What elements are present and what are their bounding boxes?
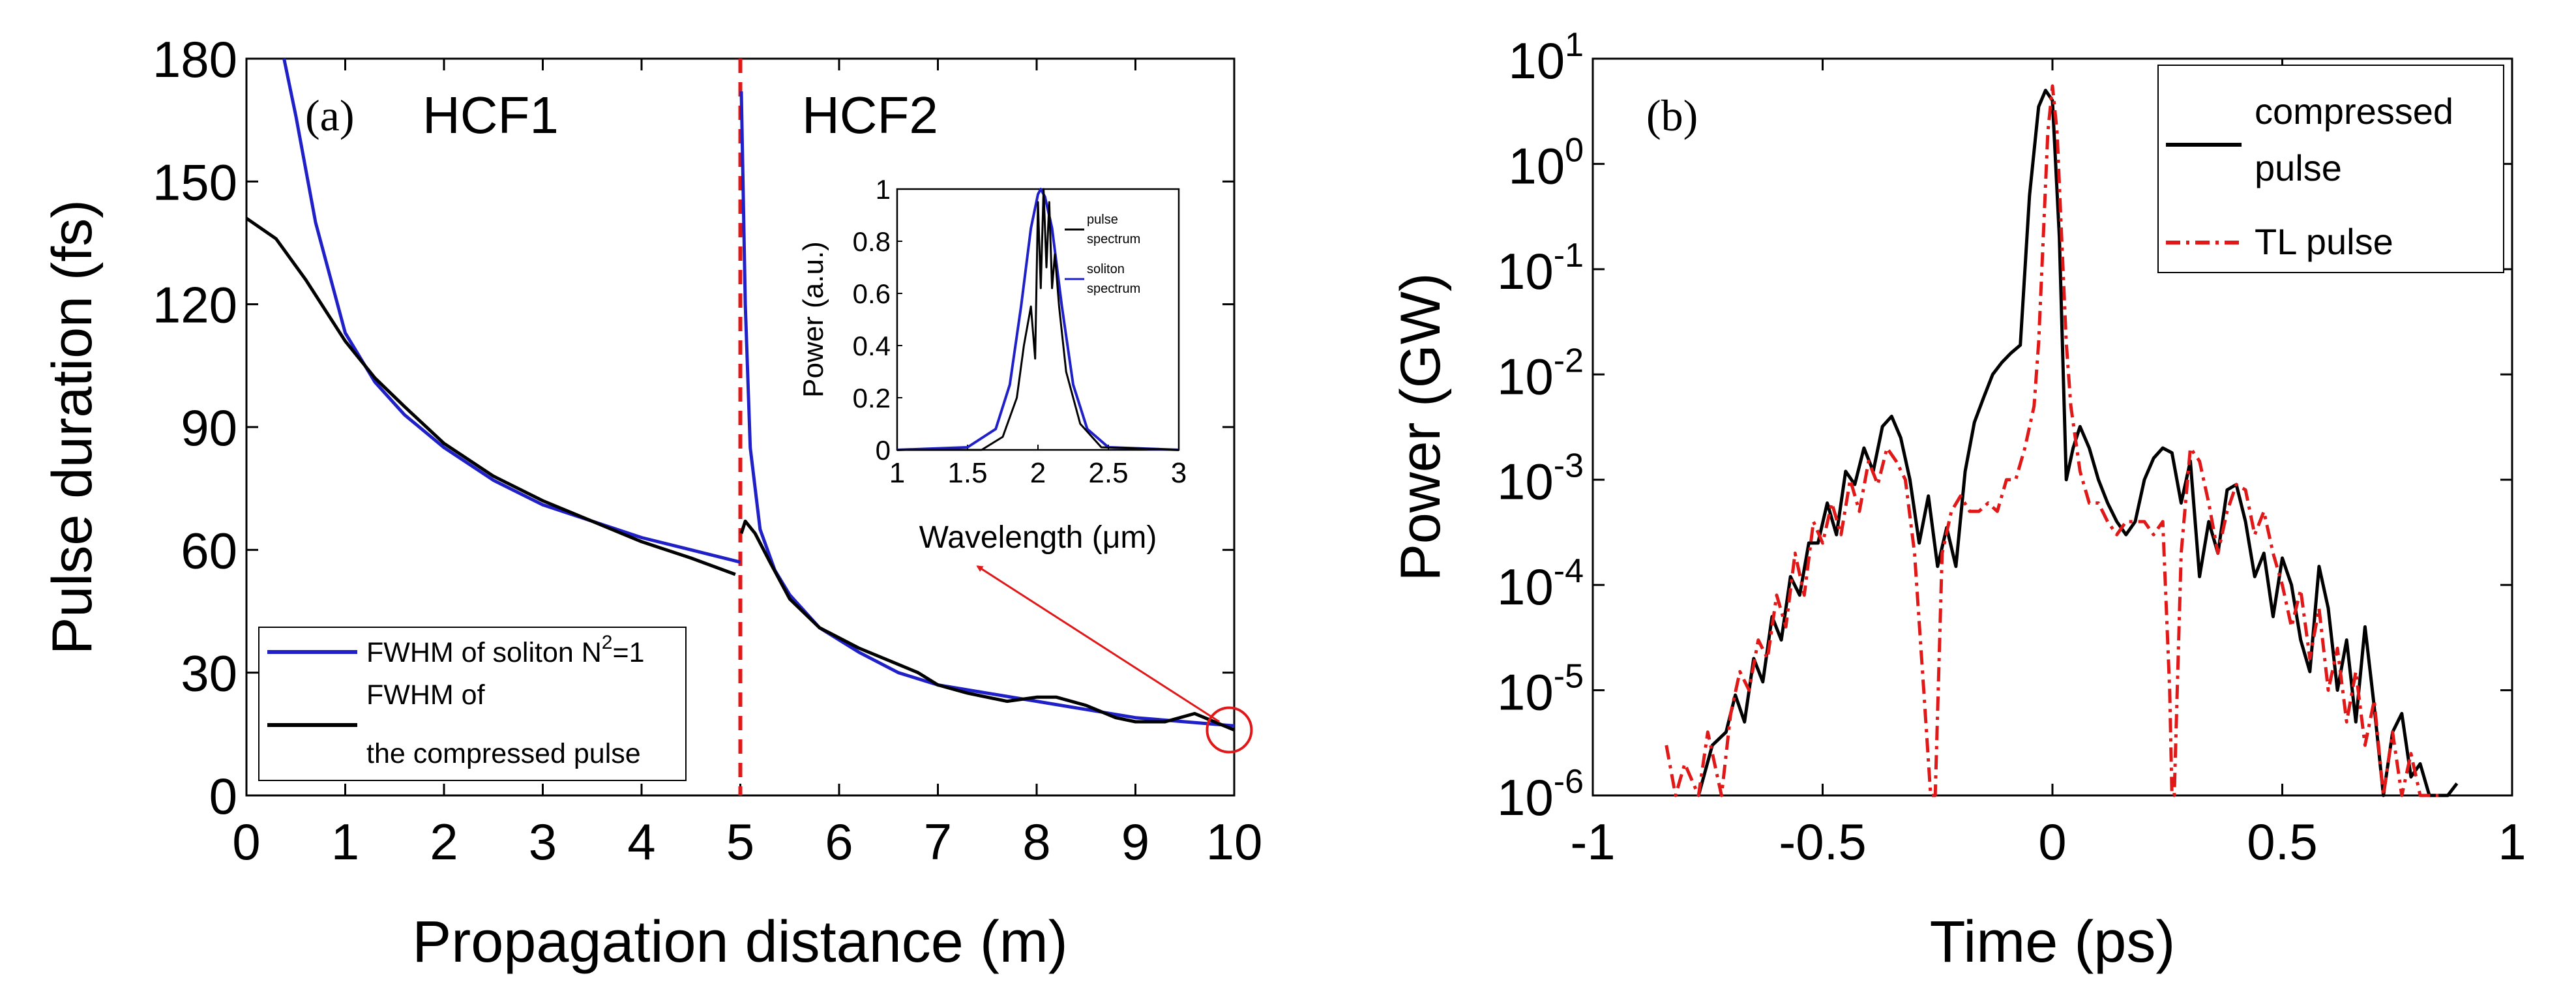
legend-label-soliton: FWHM of soliton N2=1 [366, 632, 645, 668]
legend-compressed-line2: pulse [2255, 147, 2342, 188]
b-y-tick-label: 10-4 [1497, 552, 1584, 615]
y-tick-label: 90 [181, 399, 237, 456]
legend-compressed-line1: compressed [2255, 91, 2453, 132]
inset-x-tick-label: 1.5 [947, 457, 987, 489]
b-x-tick-label: 1 [2498, 813, 2526, 870]
inset-x-tick-label: 1 [889, 457, 905, 489]
x-tick-label: 8 [1022, 813, 1050, 870]
inset-tick-labels: 1 1.5 2 2.5 3 0 0.2 0.4 0.6 0.8 1 [853, 174, 1187, 489]
inset-soliton-spectrum [896, 188, 1179, 451]
region-label-hcf1: HCF1 [422, 86, 559, 144]
y-tick-label: 150 [153, 153, 237, 211]
inset-legend-pulse-line2: spectrum [1087, 232, 1140, 246]
inset-y-tick-label: 0.2 [853, 383, 891, 413]
b-y-tick-label: 10-6 [1497, 763, 1584, 826]
inset-series [896, 188, 1179, 451]
endpoint-circle-marker [1206, 706, 1253, 754]
x-tick-label: 1 [331, 813, 359, 870]
panel-b-legend-box [2157, 65, 2504, 273]
panel-a-series [245, 58, 1235, 732]
inset-pointer-arrow [976, 565, 1221, 723]
panel-b-xlabel: Time (ps) [1930, 910, 2176, 975]
inset-legend-soliton-line2: spectrum [1087, 282, 1140, 296]
inset-y-tick-label: 0.8 [853, 226, 891, 257]
x-tick-label: 2 [430, 813, 458, 870]
b-y-tick-label: 101 [1508, 26, 1584, 89]
inset-legend-pulse-line1: pulse [1087, 213, 1118, 227]
b-x-tick-label: 0.5 [2247, 813, 2317, 870]
soliton-curve-hcf1 [282, 58, 741, 564]
inset-xlabel: Wavelength (μm) [919, 520, 1157, 555]
inset-legend-soliton-line1: soliton [1087, 262, 1125, 276]
panel-a-xlabel: Propagation distance (m) [412, 910, 1068, 975]
inset-x-tick-label: 3 [1171, 457, 1187, 489]
inset-y-tick-label: 0.4 [853, 331, 891, 361]
inset-y-tick-label: 0.6 [853, 278, 891, 309]
legend-label-compressed-line1: FWHM of [366, 679, 486, 711]
b-y-tick-label: 10-2 [1497, 342, 1584, 405]
panel-a-ticks [245, 57, 1236, 797]
b-y-tick-label: 100 [1508, 131, 1584, 194]
x-tick-label: 7 [924, 813, 952, 870]
legend-tl-pulse: TL pulse [2255, 221, 2393, 262]
inset-legend: pulse spectrum soliton spectrum [1065, 213, 1140, 296]
y-tick-label: 180 [153, 31, 237, 88]
panel-a-legend: FWHM of soliton N2=1 FWHM of the compres… [258, 627, 687, 781]
region-label-hcf2: HCF2 [802, 86, 938, 144]
b-x-tick-label: -1 [1570, 813, 1615, 870]
x-tick-label: 10 [1206, 813, 1263, 870]
panel-b-ylabel: Power (GW) [1389, 273, 1452, 582]
panel-b: -1 -0.5 0 0.5 1 10-6 10-5 10-4 10-3 10-2 10-1 100 10… [1389, 26, 2526, 975]
panel-a-label: (a) [305, 91, 354, 140]
y-tick-label: 0 [209, 767, 237, 825]
panel-b-legend: compressed pulse TL pulse [2157, 65, 2504, 273]
legend-label-compressed-line2: the compressed pulse [366, 738, 641, 769]
soliton-curve-hcf2 [739, 91, 1235, 728]
y-tick-label: 60 [181, 522, 237, 579]
y-tick-label: 30 [181, 645, 237, 702]
inset-y-tick-label: 0 [876, 435, 891, 466]
inset-y-tick-label: 1 [876, 174, 891, 205]
panel-b-series [1665, 84, 2459, 797]
b-x-tick-label: -0.5 [1779, 813, 1866, 870]
panel-a-inset: 1 1.5 2 2.5 3 0 0.2 0.4 0.6 0.8 1 pulse spectrum s… [797, 174, 1187, 555]
x-tick-label: 0 [232, 813, 260, 870]
panel-a-ylabel: Pulse duration (fs) [41, 200, 104, 655]
inset-pulse-spectrum [897, 188, 1179, 451]
panel-b-tick-labels: -1 -0.5 0 0.5 1 10-6 10-5 10-4 10-3 10-2 10-1 100 10… [1497, 26, 2526, 870]
x-tick-label: 6 [825, 813, 853, 870]
x-tick-label: 4 [627, 813, 655, 870]
b-y-tick-label: 10-5 [1497, 658, 1584, 721]
inset-x-tick-label: 2.5 [1088, 457, 1128, 489]
inset-x-tick-label: 2 [1030, 457, 1046, 489]
b-y-tick-label: 10-1 [1497, 237, 1584, 300]
x-tick-label: 3 [529, 813, 557, 870]
b-x-tick-label: 0 [2038, 813, 2066, 870]
compressed-curve-hcf1 [245, 216, 736, 576]
inset-ylabel: Power (a.u.) [797, 241, 829, 398]
compressed-curve-hcf2 [739, 519, 1235, 732]
b-y-tick-label: 10-3 [1497, 447, 1584, 511]
y-tick-label: 120 [153, 276, 237, 334]
panel-b-label: (b) [1646, 91, 1698, 140]
legend-label-soliton-sup: 2 [602, 632, 613, 653]
x-tick-label: 9 [1121, 813, 1149, 870]
x-tick-label: 5 [726, 813, 754, 870]
